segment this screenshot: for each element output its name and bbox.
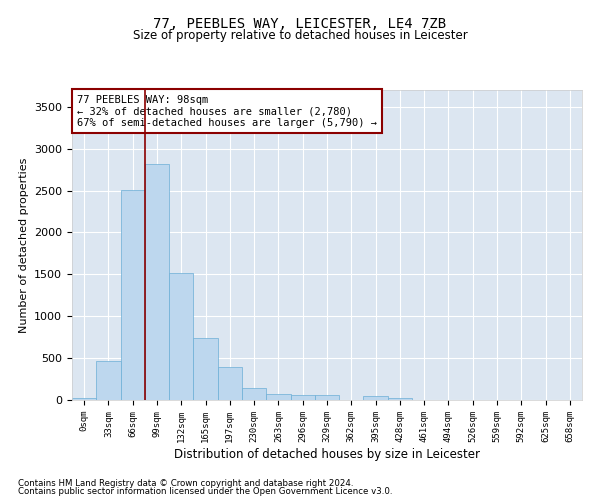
Bar [364,396,388,400]
Bar [242,388,266,400]
X-axis label: Distribution of detached houses by size in Leicester: Distribution of detached houses by size … [174,448,480,460]
Bar [218,368,242,400]
Bar [169,272,193,400]
Bar [145,164,169,400]
Bar [96,360,121,400]
Bar [388,398,412,400]
Bar [193,338,218,400]
Text: 77, PEEBLES WAY, LEICESTER, LE4 7ZB: 77, PEEBLES WAY, LEICESTER, LE4 7ZB [154,18,446,32]
Bar [266,394,290,400]
Text: 77 PEEBLES WAY: 98sqm
← 32% of detached houses are smaller (2,780)
67% of semi-d: 77 PEEBLES WAY: 98sqm ← 32% of detached … [77,94,377,128]
Bar [72,398,96,400]
Y-axis label: Number of detached properties: Number of detached properties [19,158,29,332]
Bar [315,396,339,400]
Text: Size of property relative to detached houses in Leicester: Size of property relative to detached ho… [133,29,467,42]
Text: Contains public sector information licensed under the Open Government Licence v3: Contains public sector information licen… [18,487,392,496]
Bar [121,190,145,400]
Text: Contains HM Land Registry data © Crown copyright and database right 2024.: Contains HM Land Registry data © Crown c… [18,478,353,488]
Bar [290,396,315,400]
